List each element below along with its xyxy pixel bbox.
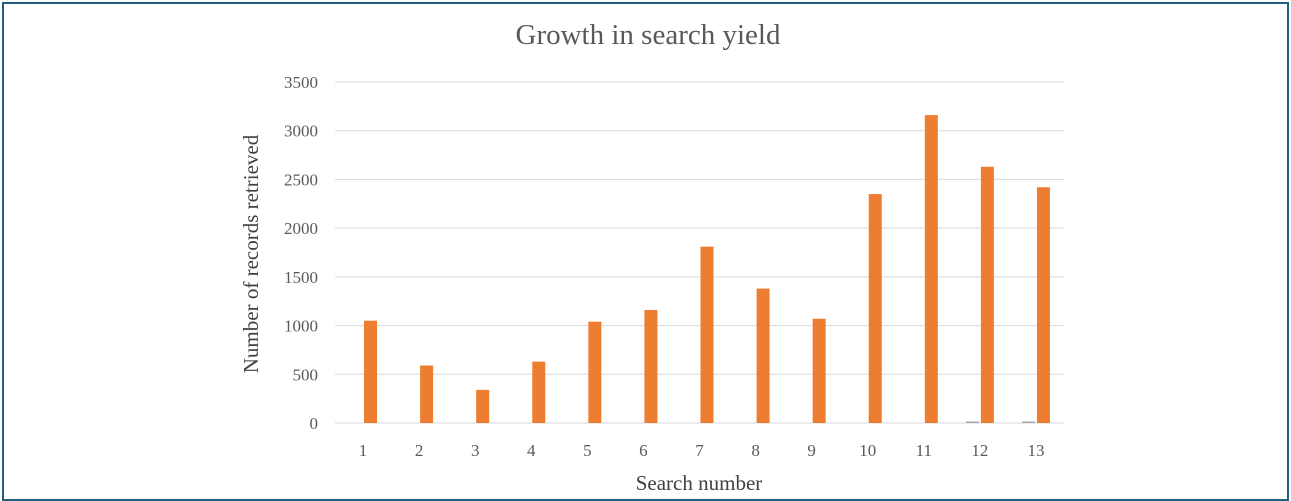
- bar: [420, 365, 434, 423]
- x-axis-label: Search number: [636, 471, 763, 495]
- y-tick-label: 0: [310, 414, 319, 433]
- bar: [756, 288, 770, 423]
- x-tick-label: 2: [415, 441, 424, 460]
- bar: [812, 318, 826, 423]
- x-tick-label: 8: [751, 441, 760, 460]
- bar: [980, 166, 994, 423]
- x-tick-label: 3: [471, 441, 480, 460]
- bar: [1036, 187, 1050, 423]
- y-tick-label: 1000: [284, 317, 318, 336]
- y-tick-label: 1500: [284, 268, 318, 287]
- bar: [644, 309, 658, 423]
- y-axis-label: Number of records retrieved: [239, 134, 263, 373]
- bar: [965, 421, 979, 423]
- x-tick-label: 10: [859, 441, 876, 460]
- y-tick-labels: 0 500 1000 1500 2000 2500 3000 3500: [284, 73, 318, 433]
- x-tick-label: 1: [359, 441, 368, 460]
- y-tick-label: 2000: [284, 219, 318, 238]
- gridlines: [335, 81, 1064, 424]
- bar: [1021, 421, 1035, 423]
- bars: [364, 115, 1050, 423]
- x-tick-label: 11: [916, 441, 932, 460]
- bar: [476, 389, 490, 423]
- bar: [868, 194, 882, 423]
- y-tick-label: 2500: [284, 170, 318, 189]
- x-tick-label: 13: [1027, 441, 1044, 460]
- y-tick-label: 3000: [284, 122, 318, 141]
- y-tick-label: 3500: [284, 73, 318, 92]
- bar: [364, 320, 378, 423]
- bar: [588, 321, 602, 423]
- x-tick-label: 6: [639, 441, 648, 460]
- chart-title: Growth in search yield: [516, 19, 781, 51]
- bar: [924, 115, 938, 423]
- x-tick-label: 5: [583, 441, 592, 460]
- x-tick-label: 4: [527, 441, 536, 460]
- bar: [532, 361, 546, 423]
- y-tick-label: 500: [293, 365, 319, 384]
- x-tick-label: 7: [695, 441, 704, 460]
- x-tick-label: 9: [807, 441, 816, 460]
- x-tick-label: 12: [971, 441, 988, 460]
- x-tick-labels: 1 2 3 4 5 6 7 8 9 10 11 12 13: [359, 441, 1045, 460]
- bar: [700, 246, 714, 423]
